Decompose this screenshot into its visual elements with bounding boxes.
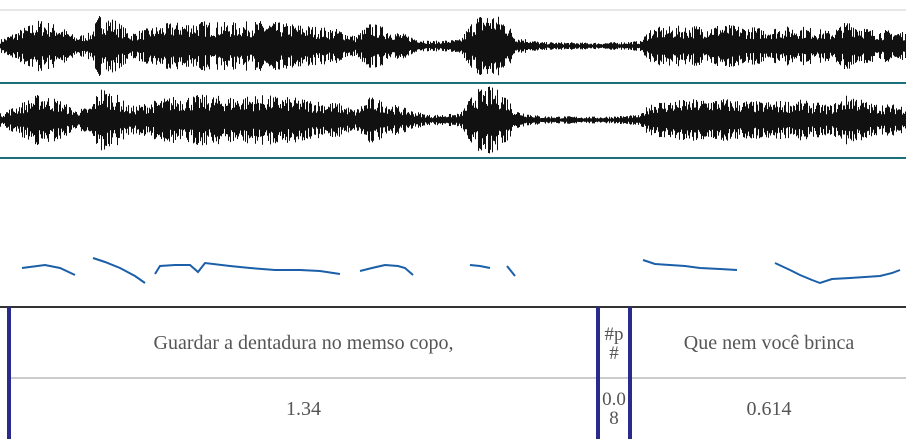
pitch-track [22, 258, 900, 283]
waveform-channel-2 [1, 87, 906, 154]
waveform-channel-1 [1, 16, 906, 76]
pitch-segment [155, 263, 340, 274]
pitch-segment [93, 258, 145, 283]
interval-duration: 1.34 [11, 379, 596, 439]
interval-duration: 0.614 [632, 379, 906, 439]
interval-label[interactable]: Que nem você brinca [632, 309, 906, 378]
pitch-segment [507, 266, 515, 276]
pitch-segment [643, 260, 737, 270]
interval-duration: 0.08 [600, 379, 628, 439]
interval-label[interactable]: Guardar a dentadura no memso copo, [11, 309, 596, 378]
pitch-segment [775, 263, 900, 283]
pitch-segment [360, 265, 413, 275]
pitch-segment [470, 265, 490, 268]
pitch-segment [22, 265, 75, 275]
praat-window: Guardar a dentadura no memso copo, #p# Q… [0, 0, 906, 439]
interval-label[interactable]: #p# [600, 309, 628, 378]
